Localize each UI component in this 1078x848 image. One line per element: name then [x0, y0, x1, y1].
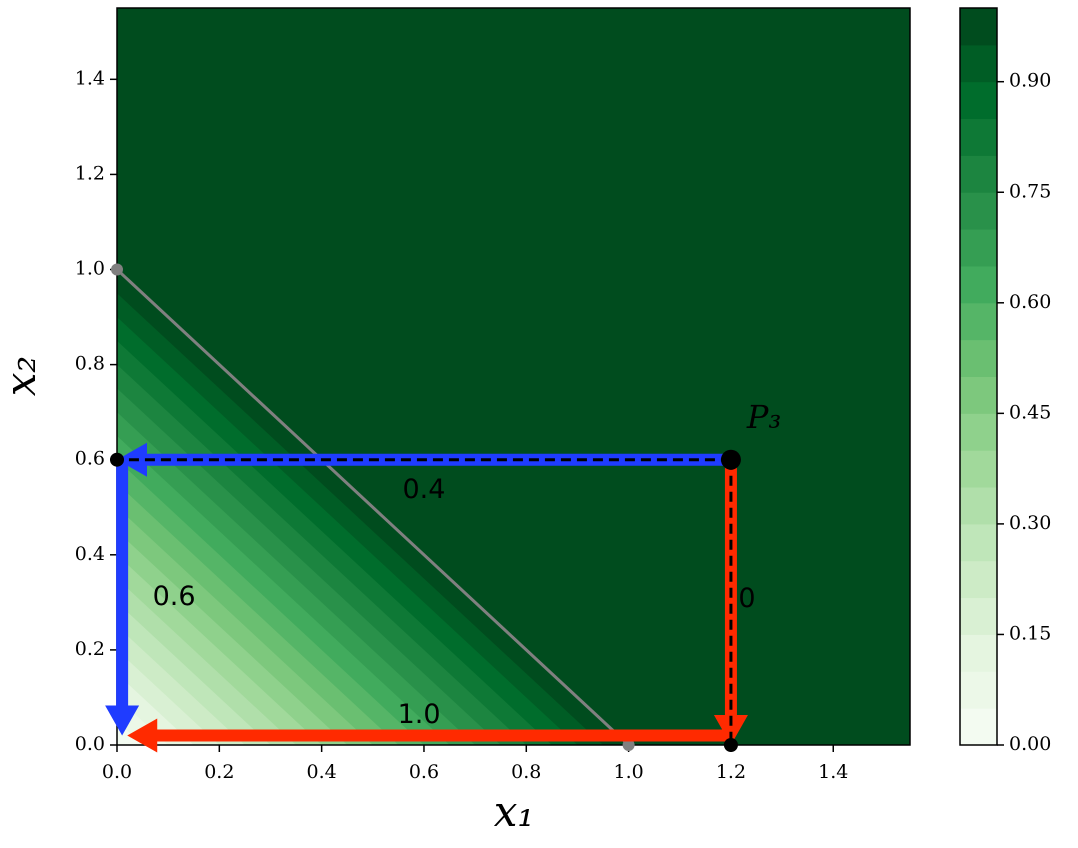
- colorbar-tick-label: 0.75: [1009, 180, 1051, 202]
- x-tick-label: 0.8: [511, 761, 541, 783]
- colorbar-frame: [959, 7, 998, 746]
- arrow-label: 1.0: [398, 699, 441, 730]
- x-tick-label: 1.2: [716, 761, 746, 783]
- y-tick-label: 0.6: [75, 448, 105, 470]
- overlay: 0.0 0.2 0.4 0.6 0.8 1.0 1.2 1.4 0.0 0.2 0.4 0.6 0.8 1…: [75, 7, 911, 783]
- arrow-label: 0.6: [153, 581, 196, 612]
- colorbar-band: [960, 8, 997, 46]
- x-tick-label: 0.4: [307, 761, 337, 783]
- x-tick-label: 1.4: [818, 761, 848, 783]
- colorbar-band: [960, 118, 997, 156]
- colorbar-tick-label: 0.90: [1009, 70, 1051, 92]
- plot-area: [117, 8, 910, 745]
- point: [720, 449, 741, 470]
- x-tick-label: 0.0: [102, 761, 132, 783]
- x-tick-label: 0.2: [204, 761, 234, 783]
- colorbar-band: [960, 302, 997, 341]
- colorbar-band: [960, 560, 997, 599]
- boundary-point: [622, 739, 635, 751]
- colorbar-band: [960, 265, 997, 304]
- y-tick-label: 1.2: [75, 162, 105, 184]
- y-tick-label: 1.4: [75, 67, 105, 89]
- y-tick-label: 0.0: [75, 733, 105, 755]
- colorbar-tick-label: 0.30: [1009, 512, 1051, 534]
- colorbar-band: [960, 413, 997, 451]
- colorbar-tick-label: 0.15: [1009, 622, 1051, 644]
- boundary-line: [115, 268, 630, 747]
- colorbar-band: [960, 192, 997, 230]
- colorbar-band: [960, 671, 997, 709]
- point-label: P₃: [746, 398, 781, 436]
- colorbar-tick-label: 0.00: [1009, 733, 1051, 755]
- colorbar-band: [960, 376, 997, 414]
- colorbar-band: [960, 44, 997, 83]
- y-tick-label: 0.8: [75, 353, 105, 375]
- colorbar-band: [960, 597, 997, 635]
- y-axis-label: x₂: [0, 356, 45, 397]
- colorbar-tick-label: 0.45: [1009, 401, 1051, 423]
- arrow: [127, 718, 731, 753]
- colorbar-band: [960, 339, 997, 377]
- y-tick-label: 0.4: [75, 543, 105, 565]
- arrow-label: 0.4: [402, 474, 445, 505]
- colorbar-band: [960, 523, 997, 562]
- x-tick-label: 0.6: [409, 761, 439, 783]
- x-axis-label: x₁: [494, 787, 535, 836]
- y-tick-label: 0.2: [75, 638, 105, 660]
- plot-frame: [116, 7, 911, 746]
- colorbar-band: [960, 634, 997, 672]
- colorbar-band: [960, 708, 997, 746]
- colorbar-band: [960, 450, 997, 488]
- colorbar-band: [960, 81, 997, 120]
- colorbar-band: [960, 487, 997, 525]
- arrow-label: 0: [738, 583, 755, 614]
- colorbar-band: [960, 155, 997, 193]
- boundary-point: [111, 263, 123, 276]
- colorbar-band: [960, 229, 997, 267]
- arrow: [105, 459, 140, 736]
- y-tick-label: 1.0: [75, 258, 105, 280]
- arrow: [713, 459, 748, 745]
- point: [110, 452, 124, 467]
- point: [723, 738, 738, 752]
- colorbar-tick-label: 0.60: [1009, 291, 1051, 313]
- x-tick-label: 1.0: [614, 761, 644, 783]
